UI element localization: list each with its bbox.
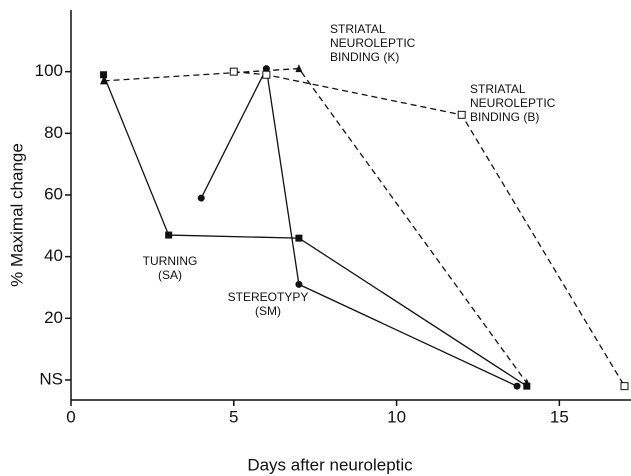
series-label: STRIATAL — [470, 82, 526, 96]
x-tick-label: 15 — [550, 407, 569, 426]
series-label: TURNING — [143, 254, 198, 268]
series-line — [102, 74, 528, 387]
marker — [295, 64, 303, 73]
marker — [513, 382, 521, 390]
y-tick-label: 40 — [44, 246, 63, 265]
marker — [262, 70, 271, 79]
series-label: BINDING (B) — [470, 110, 539, 124]
series-label: STRIATAL — [330, 22, 386, 36]
series-label: (SM) — [255, 304, 281, 318]
series-line — [200, 66, 518, 387]
marker — [229, 67, 238, 76]
marker — [620, 382, 629, 391]
y-tick-label: NS — [39, 369, 63, 388]
series-label: STEREOTYPY — [228, 290, 309, 304]
series-label: NEUROLEPTIC — [330, 36, 416, 50]
marker — [457, 110, 466, 119]
x-tick-label: 0 — [66, 407, 75, 426]
series-label: (SA) — [158, 268, 182, 282]
y-tick-label: 80 — [44, 123, 63, 142]
series-line — [233, 71, 626, 387]
x-tick-label: 5 — [229, 407, 238, 426]
marker — [295, 234, 303, 242]
series-label: BINDING (K) — [330, 50, 399, 64]
y-axis-label: % Maximal change — [7, 143, 26, 287]
x-axis-label: Days after neuroleptic — [247, 455, 413, 474]
marker — [295, 280, 303, 288]
x-tick-label: 10 — [387, 407, 406, 426]
marker — [197, 194, 205, 202]
marker — [100, 76, 108, 85]
marker — [165, 231, 173, 239]
y-tick-label: 100 — [35, 61, 63, 80]
marker — [100, 71, 108, 79]
y-tick-label: 20 — [44, 308, 63, 327]
series-label: NEUROLEPTIC — [470, 96, 556, 110]
marker — [523, 378, 531, 387]
y-tick-label: 60 — [44, 184, 63, 203]
